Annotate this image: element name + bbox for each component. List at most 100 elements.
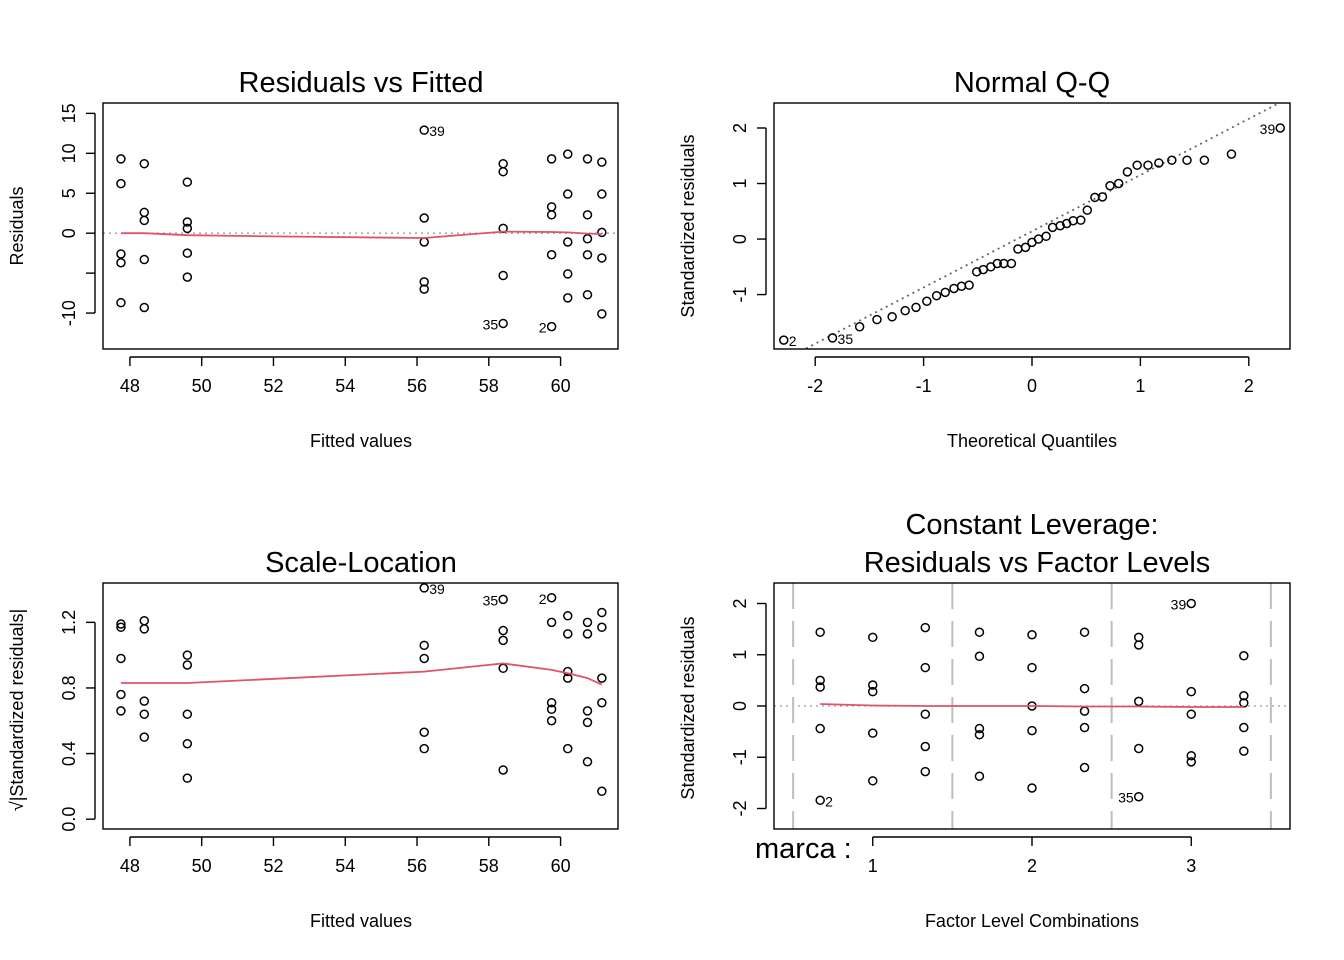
panel3-point — [597, 607, 607, 618]
panel2-point — [1006, 258, 1017, 269]
panel2-point — [872, 314, 882, 325]
panel1-point — [116, 249, 126, 259]
panel2-point — [911, 302, 921, 313]
panel3-point — [419, 583, 429, 593]
panel2-point — [1013, 244, 1023, 254]
panel-scale-location: Scale-Location Fitted values √|Standardi… — [7, 547, 619, 931]
panel3-point — [546, 617, 557, 628]
panel1-plot-area — [103, 125, 618, 332]
panel3-y-tick-label: 0.8 — [59, 675, 79, 700]
panel4-y-tick-label: -1 — [730, 749, 750, 765]
panel1-point — [582, 250, 593, 260]
panel3-point — [563, 629, 573, 639]
panel1-point — [139, 215, 150, 226]
panel3-point — [116, 622, 126, 633]
panel2-point — [1132, 160, 1142, 170]
panel3-point — [116, 653, 126, 664]
panel4-point — [1239, 698, 1249, 708]
panel3-point — [139, 732, 150, 742]
panel4-point — [1239, 746, 1249, 756]
panel3-point — [116, 706, 126, 716]
panel4-point — [867, 776, 878, 786]
panel1-smoother-line — [120, 230, 602, 239]
panel1-x-tick-label: 54 — [335, 376, 355, 396]
panel2-point — [971, 267, 982, 277]
panel4-point-id-label: 2 — [825, 793, 833, 809]
panel3-point — [582, 717, 593, 728]
panel4-point — [1133, 640, 1144, 650]
panel4-point — [1133, 743, 1144, 754]
panel1-point — [498, 270, 508, 281]
panel4-factor-label: marca : — [755, 833, 852, 865]
panel2-point — [1122, 167, 1133, 177]
panel2-point — [1082, 205, 1093, 215]
panel2-point — [1143, 160, 1153, 170]
panel2-point-id-label: 39 — [1260, 121, 1276, 137]
panel2-point-id-label: 2 — [789, 333, 797, 349]
panel4-point — [1133, 696, 1144, 707]
panel2-y-tick-label: 0 — [730, 234, 750, 244]
panel2-point — [1167, 155, 1177, 165]
panel1-point — [597, 189, 607, 199]
panel2-point-id-label: 35 — [838, 331, 854, 347]
panel2-point — [1226, 149, 1237, 159]
panel1-point — [419, 213, 429, 223]
panel3-point — [182, 773, 193, 783]
panel1-point — [546, 154, 557, 164]
panel4-point — [920, 662, 931, 673]
panel4-point — [815, 682, 825, 692]
panel3-point — [419, 743, 429, 754]
panel4-y-tick-label: 0 — [730, 701, 750, 711]
panel3-point — [563, 673, 573, 683]
panel3-point — [546, 704, 557, 715]
panel4-smoother-line — [820, 703, 1244, 708]
panel3-point — [546, 716, 557, 726]
panel3-point — [582, 757, 593, 767]
panel3-x-tick-label: 58 — [479, 856, 499, 876]
panel4-x-tick-label: 1 — [868, 856, 878, 876]
panel4-point — [867, 728, 878, 738]
panel3-frame — [102, 582, 619, 830]
panel4-point — [1186, 686, 1197, 697]
panel1-point — [597, 309, 607, 319]
panel1-point — [563, 293, 573, 303]
panel4-y-tick-label: 2 — [730, 598, 750, 608]
panel1-point — [498, 318, 508, 329]
panel4-point — [974, 729, 985, 740]
panel2-point — [1033, 234, 1044, 244]
panel4-point — [867, 632, 878, 643]
panel1-point — [419, 284, 429, 294]
panel3-point — [563, 611, 573, 621]
panel1-point — [182, 177, 193, 187]
panel3-point — [498, 765, 508, 775]
panel3-x-tick-label: 56 — [407, 856, 427, 876]
panel4-point — [1027, 630, 1037, 640]
panel2-point — [956, 281, 967, 292]
panel1-point — [582, 289, 593, 300]
panel4-point — [1079, 683, 1090, 694]
panel3-point — [546, 697, 557, 708]
panel2-qq-reference-line — [803, 103, 1282, 349]
panel1-point — [563, 237, 573, 247]
panel1-point — [182, 272, 193, 282]
panel1-y-tick-label: 5 — [59, 188, 79, 198]
panel3-point — [582, 629, 593, 639]
panel1-point — [182, 248, 193, 258]
panel2-point — [940, 287, 951, 298]
panel4-point — [1027, 783, 1037, 793]
panel1-point — [498, 166, 508, 177]
panel4-point — [1079, 627, 1090, 637]
panel1-point — [597, 157, 607, 167]
panel4-title: Constant Leverage: — [905, 509, 1158, 541]
panel4-point — [920, 709, 931, 719]
panel3-point-id-label: 2 — [539, 591, 547, 607]
panel4-point-id-label: 35 — [1118, 790, 1134, 806]
panel3-ylabel: √|Standardized residuals| — [7, 609, 27, 811]
panel1-x-tick-label: 56 — [407, 376, 427, 396]
panel2-y-tick-label: 2 — [730, 123, 750, 133]
panel3-point — [563, 743, 573, 754]
panel3-point — [597, 622, 607, 633]
panel4-point — [815, 675, 825, 686]
panel4-point — [1186, 709, 1197, 719]
